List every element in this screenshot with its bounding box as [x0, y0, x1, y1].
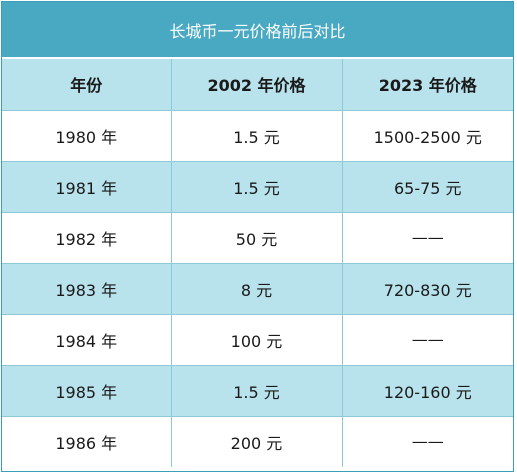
cell-year: 1981 年	[2, 160, 172, 213]
table-row: 1981 年 1.5 元 65-75 元	[2, 160, 513, 213]
cell-price-2002: 1.5 元	[170, 109, 343, 162]
cell-price-2023: 65-75 元	[341, 160, 513, 213]
header-row: 年份 2002 年价格 2023 年价格	[2, 59, 513, 111]
cell-year: 1980 年	[2, 109, 172, 162]
cell-price-2002: 100 元	[170, 313, 343, 366]
cell-year: 1983 年	[2, 262, 172, 315]
cell-price-2002: 1.5 元	[170, 160, 343, 213]
cell-price-2023: 720-830 元	[341, 262, 513, 315]
price-table: 年份 2002 年价格 2023 年价格 1980 年 1.5 元 1500-2…	[2, 59, 513, 467]
cell-year: 1982 年	[2, 211, 172, 264]
cell-price-2002: 200 元	[170, 415, 343, 467]
table-row: 1980 年 1.5 元 1500-2500 元	[2, 109, 513, 162]
cell-price-2023: ——	[341, 313, 513, 366]
cell-price-2002: 1.5 元	[170, 364, 343, 417]
table-row: 1985 年 1.5 元 120-160 元	[2, 364, 513, 417]
cell-year: 1985 年	[2, 364, 172, 417]
table-row: 1982 年 50 元 ——	[2, 211, 513, 264]
cell-price-2023: 1500-2500 元	[341, 109, 513, 162]
cell-price-2023: ——	[341, 415, 513, 467]
table-row: 1983 年 8 元 720-830 元	[2, 262, 513, 315]
table-row: 1986 年 200 元 ——	[2, 415, 513, 467]
table-title: 长城币一元价格前后对比	[2, 2, 513, 59]
cell-year: 1984 年	[2, 313, 172, 366]
header-year: 年份	[2, 59, 172, 111]
cell-price-2002: 50 元	[170, 211, 343, 264]
table-row: 1984 年 100 元 ——	[2, 313, 513, 366]
cell-price-2023: 120-160 元	[341, 364, 513, 417]
cell-price-2002: 8 元	[170, 262, 343, 315]
header-price-2002: 2002 年价格	[170, 59, 343, 111]
header-price-2023: 2023 年价格	[341, 59, 513, 111]
cell-year: 1986 年	[2, 415, 172, 467]
cell-price-2023: ——	[341, 211, 513, 264]
